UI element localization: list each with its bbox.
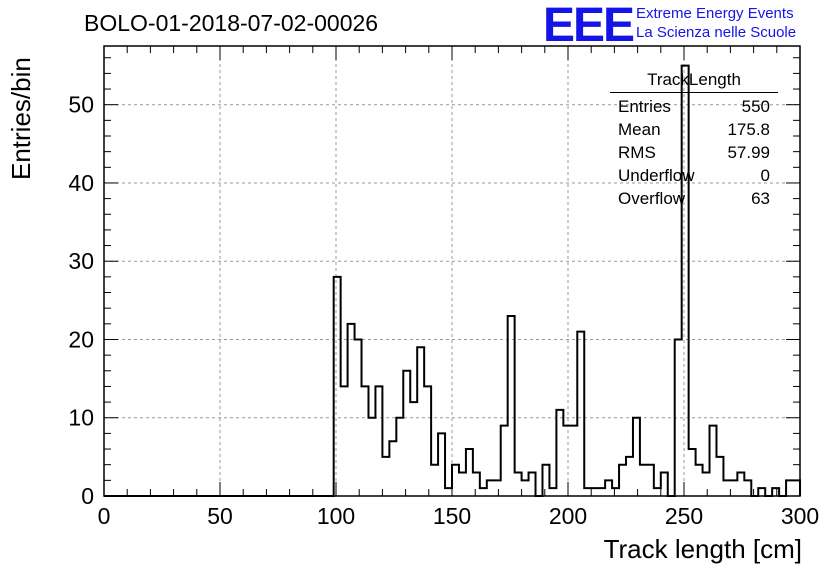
x-tick-label: 300 (781, 503, 819, 529)
stats-label: Overflow (618, 189, 686, 208)
stats-value: 57.99 (727, 143, 770, 162)
stats-row-underflow: Underflow 0 (610, 164, 778, 187)
x-tick-label: 250 (665, 503, 703, 529)
x-tick-label: 200 (549, 503, 587, 529)
x-tick-label: 50 (207, 503, 233, 529)
stats-label: Entries (618, 97, 671, 116)
x-tick-label: 0 (98, 503, 111, 529)
y-tick-label: 50 (68, 92, 94, 118)
x-tick-label: 150 (433, 503, 471, 529)
stats-value: 550 (741, 97, 770, 116)
stats-box-title: TrackLength (610, 70, 778, 93)
logo-caption-line1: Extreme Energy Events (636, 5, 794, 22)
stats-value: 0 (760, 166, 770, 185)
stats-row-entries: Entries 550 (610, 95, 778, 118)
y-tick-label: 40 (68, 170, 94, 196)
logo-caption-line2: La Scienza nelle Scuole (636, 24, 797, 41)
stats-label: Underflow (618, 166, 695, 185)
logo-caption: Extreme Energy Events La Scienza nelle S… (636, 4, 796, 42)
eee-logo: EEE (543, 0, 635, 52)
x-tick-label: 100 (317, 503, 355, 529)
stats-row-rms: RMS 57.99 (610, 141, 778, 164)
stats-row-mean: Mean 175.8 (610, 118, 778, 141)
run-title: BOLO-01-2018-07-02-00026 (84, 10, 379, 36)
stats-value: 175.8 (727, 120, 770, 139)
y-tick-label: 10 (68, 405, 94, 431)
y-tick-label: 20 (68, 326, 94, 352)
y-tick-label: 30 (68, 248, 94, 274)
stats-row-overflow: Overflow 63 (610, 187, 778, 210)
stats-value: 63 (751, 189, 770, 208)
x-axis-label: Track length [cm] (603, 534, 802, 564)
y-tick-label: 0 (81, 483, 94, 509)
y-axis-label: Entries/bin (6, 57, 36, 180)
stats-label: RMS (618, 143, 656, 162)
stats-box: TrackLength Entries 550 Mean 175.8 RMS 5… (610, 70, 778, 210)
stats-label: Mean (618, 120, 661, 139)
